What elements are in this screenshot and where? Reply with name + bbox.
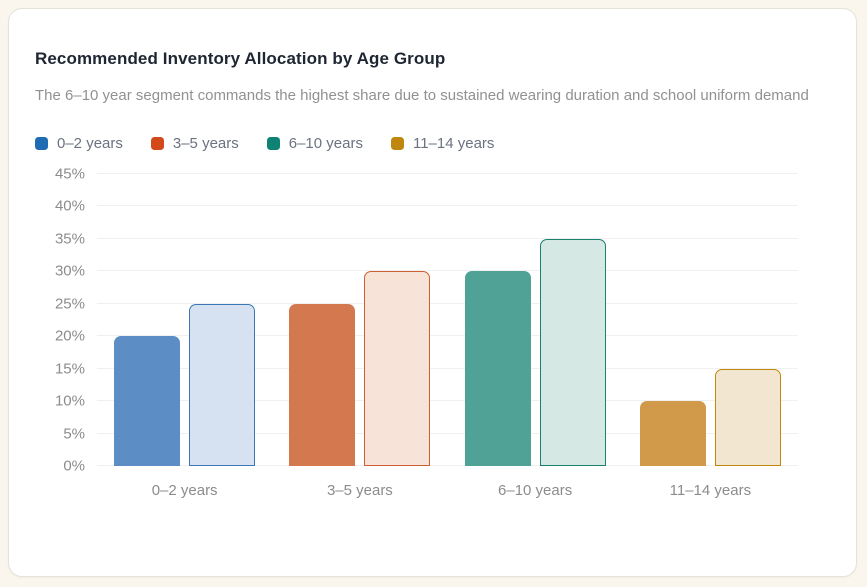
- x-axis-tick-label: 3–5 years: [326, 482, 393, 499]
- bar-group-3-5-years: [272, 174, 447, 466]
- bar-groups: [97, 174, 798, 466]
- gridline: [97, 237, 798, 239]
- bar-chart: 0% 5% 10% 15% 20% 25% 30% 35% 40% 45% 0–2 years 3–…: [35, 166, 828, 499]
- y-axis-tick-label: 0%: [63, 457, 85, 475]
- gridline: [97, 465, 798, 466]
- bar-group-11-14-years: [623, 174, 798, 466]
- y-axis-tick-label: 10%: [54, 392, 85, 410]
- bar-outlined[interactable]: [539, 238, 606, 466]
- legend-item-11-14-years[interactable]: 11–14 years: [390, 135, 495, 152]
- gridline: [97, 302, 798, 304]
- legend-swatch-icon: [150, 137, 164, 150]
- y-axis-tick-label: 20%: [54, 327, 85, 345]
- legend-item-0-2-years[interactable]: 0–2 years: [35, 135, 123, 152]
- y-axis-tick-label: 25%: [54, 295, 85, 313]
- x-axis-tick-label: 0–2 years: [151, 482, 218, 499]
- legend-label: 3–5 years: [172, 135, 239, 152]
- y-axis-tick-label: 45%: [54, 165, 85, 183]
- legend-item-3-5-years[interactable]: 3–5 years: [150, 135, 239, 152]
- bar-group-6-10-years: [448, 174, 623, 466]
- x-axis-tick-label: 6–10 years: [498, 482, 573, 499]
- gridline: [97, 205, 798, 207]
- legend-swatch-icon: [266, 137, 280, 150]
- gridline: [97, 400, 798, 402]
- legend-label: 0–2 years: [57, 135, 123, 152]
- y-axis-tick-label: 5%: [63, 425, 85, 443]
- bar-outlined[interactable]: [364, 271, 431, 466]
- bar-solid[interactable]: [464, 271, 531, 466]
- legend-swatch-icon: [390, 137, 404, 150]
- gridline: [97, 367, 798, 369]
- bar-outlined[interactable]: [189, 303, 256, 466]
- bar-solid[interactable]: [289, 303, 356, 466]
- y-axis-tick-label: 30%: [54, 262, 85, 280]
- gridline: [97, 432, 798, 434]
- y-axis-tick-label: 40%: [54, 197, 85, 215]
- legend-label: 11–14 years: [412, 135, 495, 152]
- gridline: [97, 173, 798, 174]
- bar-solid[interactable]: [114, 336, 181, 466]
- legend-swatch-icon: [35, 137, 48, 150]
- chart-subtitle: The 6–10 year segment commands the highe…: [35, 87, 809, 104]
- x-axis-labels: 0–2 years 3–5 years 6–10 years 11–14 years: [97, 482, 798, 499]
- plot-area: 0% 5% 10% 15% 20% 25% 30% 35% 40% 45%: [55, 166, 798, 475]
- legend-label: 6–10 years: [288, 135, 363, 152]
- chart-title: Recommended Inventory Allocation by Age …: [35, 49, 446, 68]
- bar-solid[interactable]: [639, 401, 706, 466]
- gridline: [97, 335, 798, 337]
- y-axis-tick-label: 15%: [54, 360, 85, 378]
- legend-item-6-10-years[interactable]: 6–10 years: [266, 135, 363, 152]
- bar-group-0-2-years: [97, 174, 272, 466]
- chart-card: Recommended Inventory Allocation by Age …: [8, 8, 857, 577]
- bar-outlined[interactable]: [714, 368, 781, 466]
- gridline: [97, 270, 798, 272]
- x-axis-tick-label: 11–14 years: [669, 482, 752, 499]
- y-axis-tick-label: 35%: [54, 230, 85, 248]
- chart-legend: 0–2 years 3–5 years 6–10 years 11–14 years: [35, 135, 828, 152]
